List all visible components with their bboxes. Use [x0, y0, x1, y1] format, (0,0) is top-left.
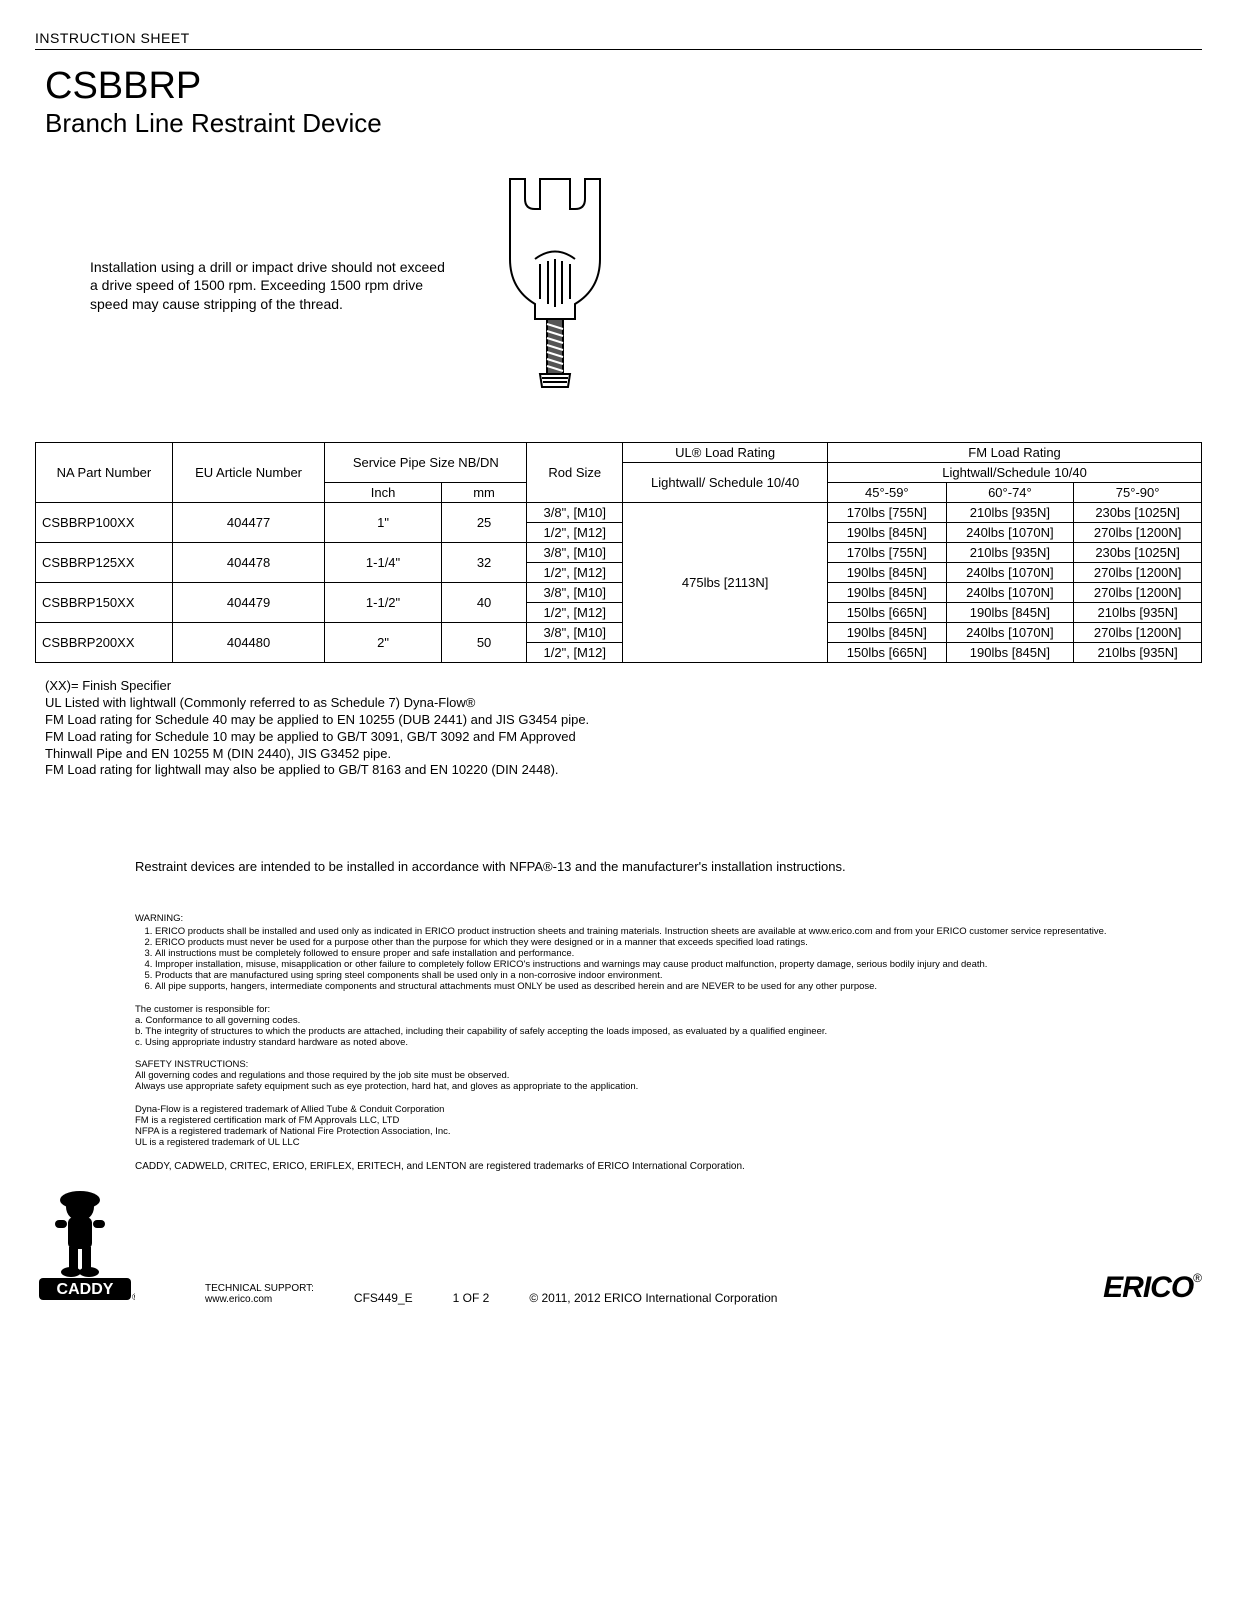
col-fm-rating: FM Load Rating: [828, 443, 1202, 463]
svg-text:®: ®: [132, 1292, 135, 1302]
col-lightwall: Lightwall/ Schedule 10/40: [623, 463, 828, 503]
customer-block: The customer is responsible for: a. Conf…: [135, 1005, 1202, 1049]
col-mm: mm: [441, 483, 527, 503]
table-row: CSBBRP100XX 404477 1" 25 3/8", [M10] 475…: [36, 503, 1202, 523]
col-75: 75°-90°: [1074, 483, 1202, 503]
caddy-logo: CADDY ®: [35, 1182, 135, 1305]
col-45: 45°-59°: [828, 483, 947, 503]
col-inch: Inch: [325, 483, 442, 503]
warning-block: WARNING: ERICO products shall be install…: [135, 914, 1202, 992]
col-eu-article: EU Article Number: [172, 443, 324, 503]
footer: CADDY ® TECHNICAL SUPPORT: www.erico.com…: [35, 1182, 1202, 1305]
copyright: © 2011, 2012 ERICO International Corpora…: [529, 1291, 777, 1305]
table-row: CSBBRP200XX 404480 2" 50 3/8", [M10] 190…: [36, 623, 1202, 643]
product-code: CSBBRP: [45, 65, 1202, 108]
doc-header: INSTRUCTION SHEET: [35, 30, 1202, 50]
table-row: CSBBRP150XX 404479 1-1/2" 40 3/8", [M10]…: [36, 583, 1202, 603]
table-notes: (XX)= Finish SpecifierUL Listed with lig…: [45, 678, 1192, 779]
col-na-part: NA Part Number: [36, 443, 173, 503]
trademark-block: Dyna-Flow is a registered trademark of A…: [135, 1105, 1202, 1149]
page-number: 1 OF 2: [453, 1291, 490, 1305]
registered-trademarks: CADDY, CADWELD, CRITEC, ERICO, ERIFLEX, …: [135, 1161, 1202, 1172]
col-lightwall2: Lightwall/Schedule 10/40: [828, 463, 1202, 483]
warning-title: WARNING:: [135, 914, 1202, 925]
tech-support: TECHNICAL SUPPORT: www.erico.com: [205, 1283, 314, 1305]
doc-id: CFS449_E: [354, 1291, 413, 1305]
installation-note: Installation using a drill or impact dri…: [90, 258, 450, 313]
safety-block: SAFETY INSTRUCTIONS: All governing codes…: [135, 1060, 1202, 1093]
product-name: Branch Line Restraint Device: [45, 108, 1202, 139]
compliance-note: Restraint devices are intended to be ins…: [135, 859, 1202, 874]
col-rod-size: Rod Size: [527, 443, 623, 503]
erico-logo: ERICO ®: [1103, 1271, 1202, 1305]
col-ul-rating: UL® Load Rating: [623, 443, 828, 463]
svg-text:CADDY: CADDY: [57, 1281, 114, 1298]
table-row: CSBBRP125XX 404478 1-1/4" 32 3/8", [M10]…: [36, 543, 1202, 563]
col-pipe-size: Service Pipe Size NB/DN: [325, 443, 527, 483]
product-diagram: [480, 169, 630, 402]
spec-table: NA Part Number EU Article Number Service…: [35, 442, 1202, 663]
col-60: 60°-74°: [946, 483, 1074, 503]
